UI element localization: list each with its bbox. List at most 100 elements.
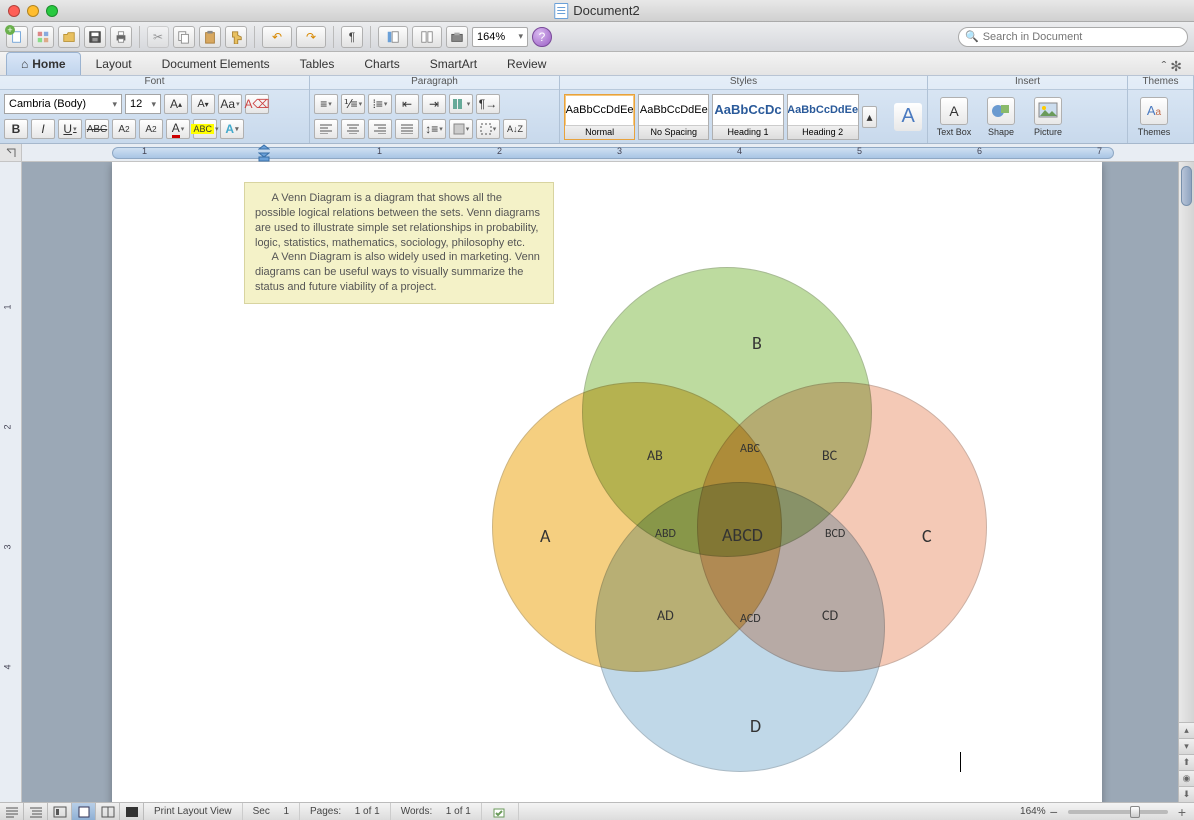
scrollbar-thumb[interactable] (1181, 166, 1192, 206)
style-normal[interactable]: AaBbCcDdEe Normal (564, 94, 635, 140)
shading-button[interactable] (449, 119, 473, 139)
themes-button[interactable]: Aa Themes (1132, 93, 1176, 141)
prev-page-button[interactable]: ⬆ (1179, 754, 1194, 770)
tab-layout[interactable]: Layout (81, 52, 147, 75)
indent-marker[interactable] (258, 144, 270, 162)
page[interactable]: A Venn Diagram is a diagram that shows a… (112, 162, 1102, 802)
print-layout-view-button[interactable] (72, 803, 96, 820)
styles-scroll-up[interactable]: ▴ (862, 106, 878, 128)
venn-diagram[interactable]: ABCDABBCADCDABCABDACDBCDABCD (422, 227, 982, 787)
next-page-button[interactable]: ⬇ (1179, 786, 1194, 802)
borders-button[interactable] (476, 119, 500, 139)
columns-button[interactable] (449, 94, 473, 114)
justify-button[interactable] (395, 119, 419, 139)
tab-review[interactable]: Review (492, 52, 561, 75)
underline-button[interactable]: U (58, 119, 82, 139)
zoom-window-button[interactable] (46, 5, 58, 17)
style-heading2[interactable]: AaBbCcDdEe Heading 2 (787, 94, 859, 140)
search-field[interactable]: 🔍 (958, 27, 1188, 47)
publishing-view-button[interactable] (48, 803, 72, 820)
grow-font-button[interactable]: A▴ (164, 94, 188, 114)
ltr-button[interactable]: ¶→ (476, 94, 500, 114)
horizontal-ruler[interactable]: 1 1 2 3 4 5 6 7 (22, 144, 1194, 161)
venn-label-A: A (540, 525, 550, 547)
notebook-view-button[interactable] (96, 803, 120, 820)
zoom-select[interactable]: 164% (472, 27, 528, 47)
new-button[interactable]: + (6, 26, 28, 48)
change-case-button[interactable]: Aa (218, 94, 242, 114)
increase-indent-button[interactable]: ⇥ (422, 94, 446, 114)
style-heading1[interactable]: AaBbCcDc Heading 1 (712, 94, 783, 140)
insert-picture-button[interactable]: Picture (1026, 93, 1070, 141)
clear-format-button[interactable]: A⌫ (245, 94, 269, 114)
multilevel-button[interactable]: ⁞≡ (368, 94, 392, 114)
font-color-button[interactable]: A (166, 119, 190, 139)
redo-button[interactable]: ↷ (296, 26, 326, 48)
tab-home[interactable]: ⌂Home (6, 52, 81, 75)
ribbon-collapse-button[interactable]: ˆ (1162, 58, 1167, 75)
text-effects-button[interactable]: A (220, 119, 244, 139)
copy-button[interactable] (173, 26, 195, 48)
sort-button[interactable]: A↓Z (503, 119, 527, 139)
status-spellcheck[interactable] (482, 803, 519, 820)
open-button[interactable] (58, 26, 80, 48)
toolbox-button[interactable] (446, 26, 468, 48)
tab-tables[interactable]: Tables (285, 52, 350, 75)
print-button[interactable] (110, 26, 132, 48)
styles-pane-button[interactable]: A (893, 93, 923, 141)
font-name-select[interactable]: Cambria (Body) (4, 94, 122, 114)
superscript-button[interactable]: A2 (112, 119, 136, 139)
window-title: Document2 (554, 3, 639, 19)
save-button[interactable] (84, 26, 106, 48)
style-nospacing[interactable]: AaBbCcDdEe No Spacing (638, 94, 709, 140)
vertical-scrollbar[interactable]: ▴ ▾ ⬆ ◉ ⬇ (1178, 162, 1194, 802)
align-right-button[interactable] (368, 119, 392, 139)
ribbon-settings-button[interactable]: ✻ (1170, 58, 1182, 75)
tab-charts[interactable]: Charts (349, 52, 414, 75)
bullets-button[interactable]: ≡ (314, 94, 338, 114)
insert-textbox-button[interactable]: A Text Box (932, 93, 976, 141)
browse-object-button[interactable]: ◉ (1179, 770, 1194, 786)
decrease-indent-button[interactable]: ⇤ (395, 94, 419, 114)
template-button[interactable] (32, 26, 54, 48)
venn-label-CD: CD (822, 607, 838, 624)
align-center-button[interactable] (341, 119, 365, 139)
undo-button[interactable]: ↶ (262, 26, 292, 48)
zoom-in-button[interactable]: + (1178, 804, 1186, 820)
shrink-font-button[interactable]: A▾ (191, 94, 215, 114)
strikethrough-button[interactable]: ABC (85, 119, 109, 139)
insert-shape-button[interactable]: Shape (979, 93, 1023, 141)
font-size-select[interactable]: 12 (125, 94, 161, 114)
vertical-ruler[interactable]: 1 2 3 4 (0, 162, 22, 802)
scroll-down-button[interactable]: ▾ (1179, 738, 1194, 754)
gallery-button[interactable] (412, 26, 442, 48)
horizontal-ruler-row: 1 1 2 3 4 5 6 7 (0, 144, 1194, 162)
close-window-button[interactable] (8, 5, 20, 17)
search-input[interactable] (983, 31, 1181, 43)
outline-view-button[interactable] (24, 803, 48, 820)
zoom-slider-handle[interactable] (1130, 806, 1140, 818)
subscript-button[interactable]: A2 (139, 119, 163, 139)
tab-smartart[interactable]: SmartArt (415, 52, 492, 75)
focus-view-button[interactable] (120, 803, 144, 820)
help-button[interactable]: ? (532, 27, 552, 47)
minimize-window-button[interactable] (27, 5, 39, 17)
tab-document-elements[interactable]: Document Elements (147, 52, 285, 75)
text-cursor (960, 752, 961, 772)
format-painter-button[interactable] (225, 26, 247, 48)
scroll-up-button[interactable]: ▴ (1179, 722, 1194, 738)
sidebar-button[interactable] (378, 26, 408, 48)
align-left-button[interactable] (314, 119, 338, 139)
zoom-slider[interactable] (1068, 810, 1168, 814)
paste-button[interactable] (199, 26, 221, 48)
cut-button[interactable]: ✂ (147, 26, 169, 48)
bold-button[interactable]: B (4, 119, 28, 139)
ruler-corner[interactable] (0, 144, 22, 161)
highlight-button[interactable]: ABC (193, 119, 217, 139)
draft-view-button[interactable] (0, 803, 24, 820)
show-marks-button[interactable]: ¶ (341, 26, 363, 48)
zoom-out-button[interactable]: − (1050, 804, 1058, 820)
line-spacing-button[interactable]: ↕≡ (422, 119, 446, 139)
italic-button[interactable]: I (31, 119, 55, 139)
numbering-button[interactable]: ⅟≡ (341, 94, 365, 114)
